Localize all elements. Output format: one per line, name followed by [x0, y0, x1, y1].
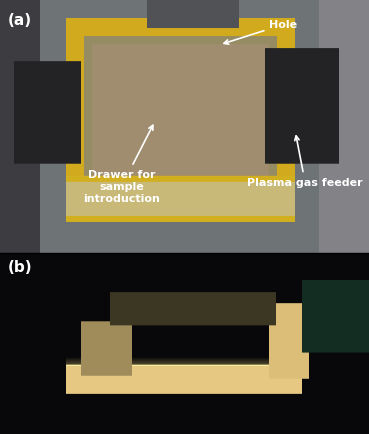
Text: (b): (b)	[7, 259, 32, 274]
Text: Drawer for
sample
introduction: Drawer for sample introduction	[83, 126, 160, 203]
Text: (a): (a)	[7, 13, 31, 28]
Text: Plasma gas feeder: Plasma gas feeder	[247, 137, 363, 187]
Text: Hole: Hole	[224, 20, 297, 45]
